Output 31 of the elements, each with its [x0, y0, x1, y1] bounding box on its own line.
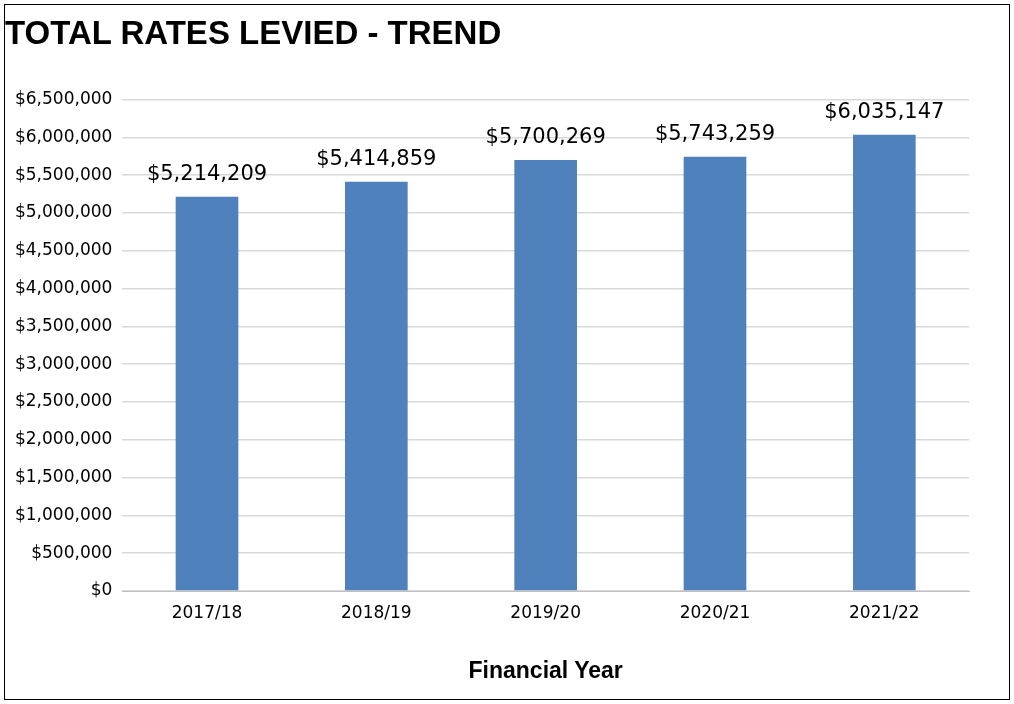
x-axis-title: Financial Year — [468, 656, 623, 683]
bar — [853, 134, 916, 591]
y-tick-label: $6,500,000 — [14, 88, 113, 109]
x-tick-label: 2018/19 — [341, 601, 412, 622]
data-label: $5,214,209 — [146, 160, 268, 185]
y-tick-label: $2,500,000 — [14, 390, 113, 411]
y-tick-label: $0 — [90, 579, 113, 600]
y-tick-label: $4,000,000 — [14, 277, 113, 298]
data-label: $6,035,147 — [824, 98, 945, 123]
x-tick-label: 2019/20 — [510, 601, 581, 622]
y-tick-label: $1,000,000 — [14, 503, 113, 524]
x-tick-label: 2021/22 — [849, 601, 920, 622]
y-tick-label: $500,000 — [31, 541, 113, 562]
data-label: $5,743,259 — [654, 120, 776, 145]
y-tick-label: $5,500,000 — [14, 163, 113, 184]
y-tick-label: $3,000,000 — [14, 352, 113, 373]
y-tick-label: $4,500,000 — [14, 239, 113, 260]
bar — [683, 156, 747, 591]
chart-title: TOTAL RATES LEVIED - TREND — [5, 13, 502, 51]
x-tick-label: 2020/21 — [679, 601, 751, 622]
bar — [345, 181, 408, 591]
data-label: $5,700,269 — [485, 124, 606, 149]
y-tick-label: $6,000,000 — [14, 125, 113, 146]
y-tick-label: $1,500,000 — [14, 466, 113, 487]
y-tick-label: $2,000,000 — [14, 428, 113, 449]
x-tick-label: 2017/18 — [171, 601, 243, 622]
data-label: $5,414,859 — [316, 145, 437, 170]
y-tick-label: $3,500,000 — [14, 314, 113, 335]
y-tick-label: $5,000,000 — [14, 201, 113, 222]
bar — [175, 196, 239, 591]
bar — [514, 160, 577, 591]
